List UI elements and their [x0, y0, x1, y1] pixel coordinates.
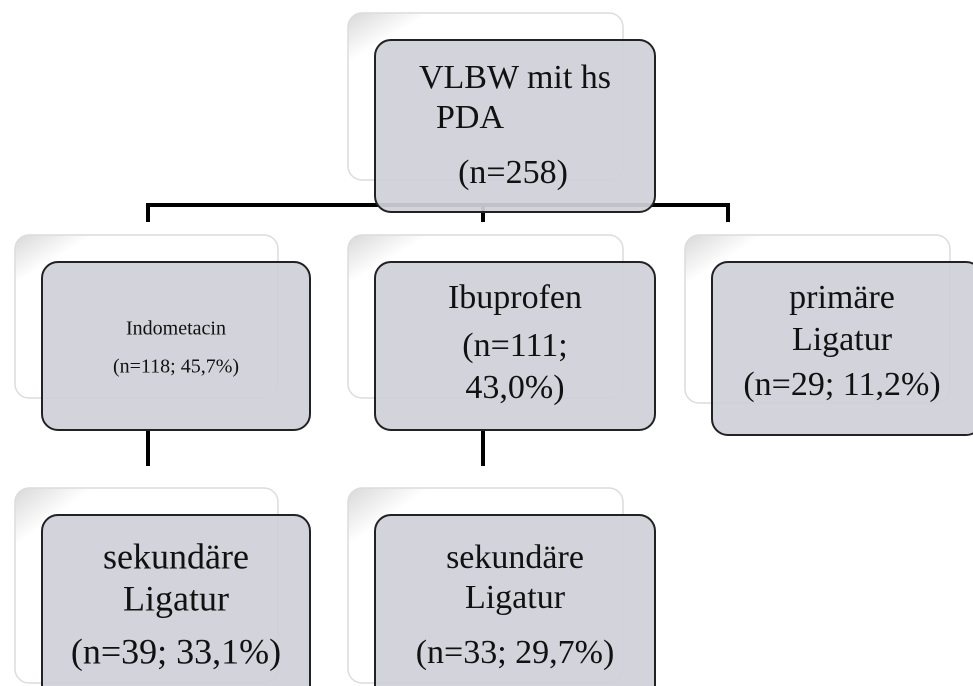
node-label: Indometacin [126, 318, 226, 340]
node-label: (n=111; [462, 327, 567, 364]
node-label: primäre [789, 279, 895, 316]
node-box [374, 514, 656, 686]
node: Indometacin (n=118; 45,7%) [14, 234, 311, 431]
node-box [711, 261, 973, 436]
node-label: PDA [436, 99, 504, 136]
node-label: (n=39; 33,1%) [71, 631, 281, 671]
node-box [41, 514, 311, 686]
node-box [374, 39, 656, 213]
node-label: (n=33; 29,7%) [416, 634, 615, 671]
node: primäre Ligatur (n=29; 11,2%) [684, 234, 973, 436]
node-label: VLBW mit hs [419, 59, 611, 96]
node-label: sekundäre [446, 539, 584, 576]
node-label: Ibuprofen [448, 279, 582, 316]
node-box [41, 261, 311, 431]
node: Ibuprofen (n=111; 43,0%) [347, 234, 656, 431]
node-label: 43,0%) [465, 369, 564, 406]
node-label: (n=118; 45,7%) [113, 356, 239, 378]
node-label: Ligatur [123, 578, 229, 618]
node-label: (n=258) [458, 154, 568, 191]
node-label: sekundäre [103, 536, 249, 576]
node-label: Ligatur [792, 321, 893, 358]
node-label: (n=29; 11,2%) [743, 366, 940, 403]
node-box [374, 261, 656, 431]
node-label: Ligatur [465, 579, 566, 616]
